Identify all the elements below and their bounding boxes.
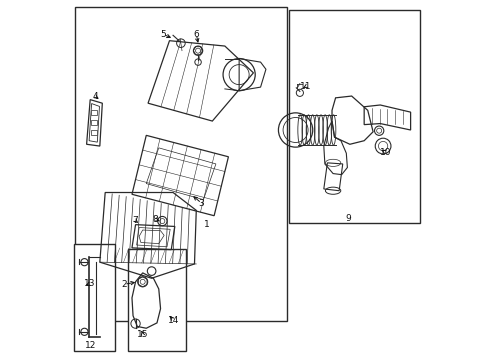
Text: 13: 13 — [84, 279, 96, 288]
Text: 9: 9 — [345, 214, 350, 223]
Text: 12: 12 — [84, 341, 96, 350]
Text: 11: 11 — [300, 82, 311, 91]
Bar — [128, 249, 185, 351]
Text: 4: 4 — [92, 92, 98, 101]
Text: 3: 3 — [198, 199, 204, 208]
Text: 14: 14 — [168, 316, 179, 325]
Text: 15: 15 — [137, 330, 148, 339]
Bar — [75, 7, 287, 321]
Text: 8: 8 — [152, 215, 158, 224]
Bar — [90, 110, 97, 115]
Text: 1: 1 — [203, 220, 209, 229]
Text: 6: 6 — [193, 30, 199, 39]
Text: 5: 5 — [160, 30, 165, 39]
Text: 10: 10 — [379, 148, 390, 157]
Bar — [288, 10, 419, 223]
Bar — [90, 130, 97, 135]
Text: 2: 2 — [121, 280, 127, 289]
Bar — [74, 244, 115, 351]
Bar — [90, 120, 97, 125]
Text: 7: 7 — [132, 216, 138, 225]
